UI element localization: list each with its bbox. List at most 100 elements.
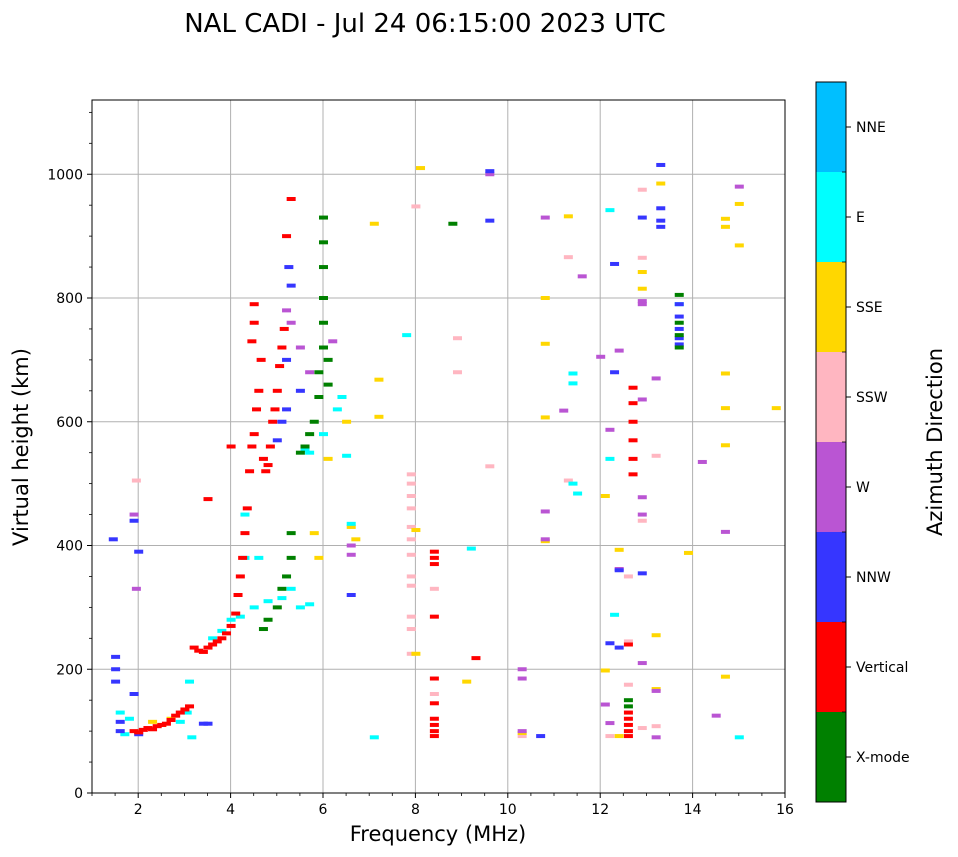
data-point	[600, 702, 610, 707]
data-point	[406, 537, 416, 542]
data-point	[674, 302, 684, 307]
data-point	[272, 605, 282, 610]
colorbar-label-e: E	[856, 210, 865, 226]
data-point	[656, 218, 666, 223]
data-point	[263, 617, 273, 622]
data-point	[720, 371, 730, 376]
data-point	[656, 162, 666, 167]
data-point	[651, 633, 661, 638]
data-point	[124, 716, 134, 721]
data-point	[656, 224, 666, 229]
data-point	[462, 679, 472, 684]
data-point	[282, 308, 292, 313]
data-point	[720, 529, 730, 534]
data-point	[182, 710, 192, 715]
data-point	[305, 370, 315, 375]
data-point	[651, 453, 661, 458]
data-point	[319, 215, 328, 220]
data-point	[610, 261, 620, 266]
data-point	[623, 722, 633, 727]
data-point	[466, 546, 476, 551]
data-point	[628, 472, 638, 477]
series-w	[129, 172, 744, 740]
data-point	[374, 377, 384, 382]
y-axis: 0 200 400 600 800 1000	[47, 111, 92, 802]
data-point	[411, 528, 421, 533]
data-point	[272, 438, 282, 443]
data-point	[540, 415, 550, 420]
series-nnw	[108, 162, 684, 739]
data-point	[614, 734, 624, 739]
data-point	[189, 645, 199, 650]
data-point	[411, 204, 421, 209]
data-point	[429, 701, 439, 706]
data-point	[286, 586, 296, 591]
data-point	[131, 586, 141, 591]
colorbar-swatch	[816, 82, 846, 172]
data-point	[203, 497, 213, 502]
data-point	[252, 407, 262, 412]
x-axis-label: Frequency (MHz)	[350, 822, 526, 846]
data-point	[258, 627, 268, 632]
data-point	[277, 345, 287, 350]
data-point	[610, 370, 620, 375]
data-point	[282, 574, 292, 579]
data-point	[111, 654, 121, 659]
data-point	[254, 388, 264, 393]
data-point	[166, 717, 176, 722]
data-point	[614, 547, 624, 552]
data-point	[247, 339, 257, 344]
x-tick-label: 4	[226, 802, 235, 818]
data-point	[406, 651, 416, 656]
data-point	[194, 648, 204, 653]
data-point	[346, 543, 356, 548]
data-point	[134, 549, 144, 554]
data-point	[540, 215, 550, 220]
data-point	[734, 735, 744, 740]
data-point	[161, 721, 171, 726]
data-point	[563, 478, 573, 483]
data-point	[319, 345, 328, 350]
data-point	[674, 345, 684, 350]
data-point	[573, 491, 583, 496]
data-point	[171, 713, 181, 718]
data-point	[120, 732, 130, 737]
series-e	[115, 208, 744, 740]
data-point	[623, 642, 633, 647]
data-point	[203, 721, 213, 726]
data-point	[429, 722, 439, 727]
data-point	[734, 201, 744, 206]
data-point	[208, 636, 218, 641]
data-point	[314, 395, 324, 399]
colorbar-label-w: W	[856, 480, 870, 496]
data-point	[651, 724, 661, 729]
data-point	[674, 326, 684, 331]
data-point	[429, 734, 439, 739]
data-point	[226, 623, 236, 628]
data-point	[249, 432, 259, 437]
data-point	[429, 676, 439, 681]
data-point	[623, 710, 633, 715]
series-x-mode	[258, 215, 684, 709]
data-point	[231, 611, 241, 616]
data-point	[115, 719, 125, 724]
data-point	[674, 320, 684, 325]
data-point	[605, 641, 615, 646]
x-tick-label: 10	[499, 802, 517, 818]
colorbar-swatch	[816, 712, 846, 802]
colorbar-swatch	[816, 442, 846, 532]
data-point	[258, 456, 268, 461]
data-point	[623, 639, 633, 644]
data-point	[115, 729, 125, 734]
data-point	[217, 628, 227, 633]
data-point	[314, 370, 324, 375]
data-point	[651, 735, 661, 740]
series-vertical	[129, 197, 638, 739]
data-point	[637, 270, 647, 275]
data-point	[235, 574, 245, 579]
data-point	[651, 688, 661, 693]
data-point	[600, 668, 610, 673]
data-point	[623, 682, 633, 687]
data-point	[323, 357, 333, 362]
